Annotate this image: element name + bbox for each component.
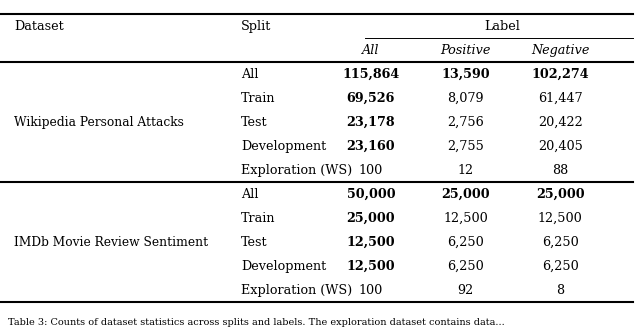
Text: Split: Split: [241, 20, 272, 33]
Text: 8: 8: [556, 284, 564, 297]
Text: 92: 92: [458, 284, 474, 297]
Text: 20,405: 20,405: [538, 140, 582, 153]
Text: Exploration (WS): Exploration (WS): [241, 164, 353, 177]
Text: 12,500: 12,500: [443, 212, 488, 225]
Text: 23,178: 23,178: [346, 116, 395, 129]
Text: All: All: [241, 68, 259, 81]
Text: Negative: Negative: [531, 44, 589, 57]
Text: 88: 88: [552, 164, 568, 177]
Text: All: All: [241, 188, 259, 201]
Text: 61,447: 61,447: [538, 92, 582, 105]
Text: Development: Development: [241, 260, 326, 273]
Text: 12: 12: [458, 164, 474, 177]
Text: Test: Test: [241, 116, 268, 129]
Text: Train: Train: [241, 212, 276, 225]
Text: 100: 100: [358, 284, 383, 297]
Text: 2,755: 2,755: [447, 140, 484, 153]
Text: Test: Test: [241, 236, 268, 249]
Text: Train: Train: [241, 92, 276, 105]
Text: 25,000: 25,000: [346, 212, 395, 225]
Text: 6,250: 6,250: [447, 260, 484, 273]
Text: 13,590: 13,590: [441, 68, 490, 81]
Text: Wikipedia Personal Attacks: Wikipedia Personal Attacks: [14, 116, 184, 129]
Text: 20,422: 20,422: [538, 116, 582, 129]
Text: 25,000: 25,000: [536, 188, 584, 201]
Text: Table 3: Counts of dataset statistics across splits and labels. The exploration : Table 3: Counts of dataset statistics ac…: [8, 318, 504, 327]
Text: 100: 100: [358, 164, 383, 177]
Text: 115,864: 115,864: [342, 68, 399, 81]
Text: 12,500: 12,500: [538, 212, 582, 225]
Text: 12,500: 12,500: [346, 260, 395, 273]
Text: 69,526: 69,526: [347, 92, 395, 105]
Text: 6,250: 6,250: [542, 260, 579, 273]
Text: 6,250: 6,250: [447, 236, 484, 249]
Text: 50,000: 50,000: [346, 188, 395, 201]
Text: All: All: [362, 44, 380, 57]
Text: 102,274: 102,274: [531, 68, 589, 81]
Text: Exploration (WS): Exploration (WS): [241, 284, 353, 297]
Text: 12,500: 12,500: [346, 236, 395, 249]
Text: IMDb Movie Review Sentiment: IMDb Movie Review Sentiment: [14, 236, 208, 249]
Text: Label: Label: [484, 20, 520, 33]
Text: Development: Development: [241, 140, 326, 153]
Text: Positive: Positive: [440, 44, 491, 57]
Text: Dataset: Dataset: [14, 20, 64, 33]
Text: 2,756: 2,756: [447, 116, 484, 129]
Text: 25,000: 25,000: [441, 188, 490, 201]
Text: 23,160: 23,160: [346, 140, 395, 153]
Text: 8,079: 8,079: [447, 92, 484, 105]
Text: 6,250: 6,250: [542, 236, 579, 249]
